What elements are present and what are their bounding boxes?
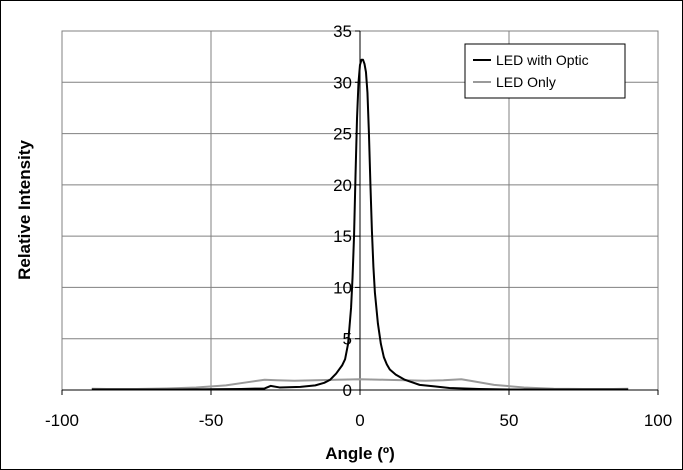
y-tick-label: 5 xyxy=(343,330,352,349)
legend-label-led-only: LED Only xyxy=(496,74,556,90)
x-tick-labels: -100 -50 0 50 100 xyxy=(45,411,672,430)
legend-box xyxy=(464,43,626,99)
x-tick-label: -50 xyxy=(199,411,224,430)
x-tick-label: 50 xyxy=(500,411,519,430)
y-tick-label: 15 xyxy=(333,227,352,246)
y-tick-label: 25 xyxy=(333,125,352,144)
x-tick-label: -100 xyxy=(45,411,79,430)
series-line-led-only xyxy=(91,378,629,390)
series-lines xyxy=(91,58,629,391)
y-tick-label: 20 xyxy=(333,176,352,195)
x-axis-title: Angle (º) xyxy=(325,444,394,463)
y-tick-label: 10 xyxy=(333,278,352,297)
legend-label-led-with-optic: LED with Optic xyxy=(496,52,589,68)
x-tick-label: 0 xyxy=(355,411,364,430)
series-line-led-with-optic xyxy=(91,58,629,391)
x-tick-label: 100 xyxy=(644,411,672,430)
y-tick-label: 30 xyxy=(333,73,352,92)
y-tick-labels: 0 5 10 15 20 25 30 35 xyxy=(333,22,352,400)
legend: LED with Optic LED Only xyxy=(464,43,626,99)
y-tick-label: 35 xyxy=(333,22,352,41)
y-tick-label: 0 xyxy=(343,381,352,400)
y-axis-title: Relative Intensity xyxy=(15,140,34,280)
